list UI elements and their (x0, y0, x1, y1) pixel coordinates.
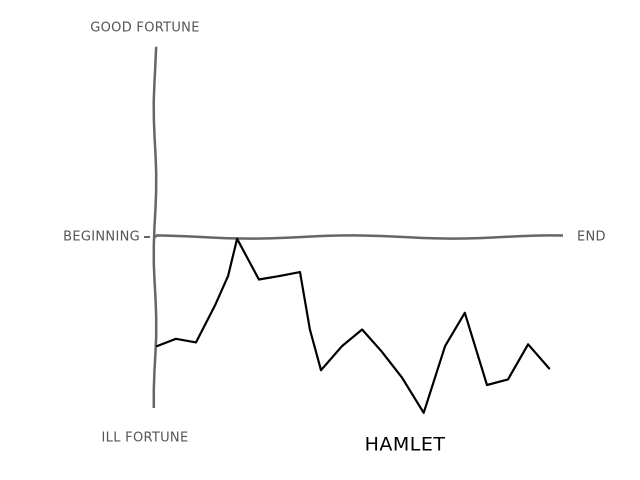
line (155, 237, 551, 414)
chart-title: HAMLET (365, 434, 446, 456)
x-end-label: END (577, 230, 606, 245)
y-axis (152, 46, 158, 408)
y-bottom-label: ILL FORTUNE (102, 431, 189, 446)
y-top-label: GOOD FORTUNE (90, 21, 199, 36)
x-axis (154, 234, 564, 240)
x-start-label: BEGINNING (63, 230, 140, 245)
